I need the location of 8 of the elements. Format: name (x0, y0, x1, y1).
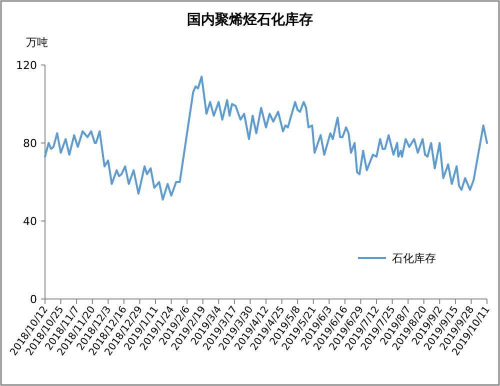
y-axis-title: 万吨 (26, 36, 48, 49)
legend-label: 石化库存 (392, 252, 436, 265)
y-tick-label: 40 (23, 215, 37, 228)
y-tick-label: 0 (30, 293, 37, 306)
chart-title: 国内聚烯烃石化库存 (187, 11, 313, 28)
y-tick-label: 120 (16, 59, 37, 72)
line-series (44, 76, 488, 201)
y-tick-label: 80 (23, 137, 37, 150)
